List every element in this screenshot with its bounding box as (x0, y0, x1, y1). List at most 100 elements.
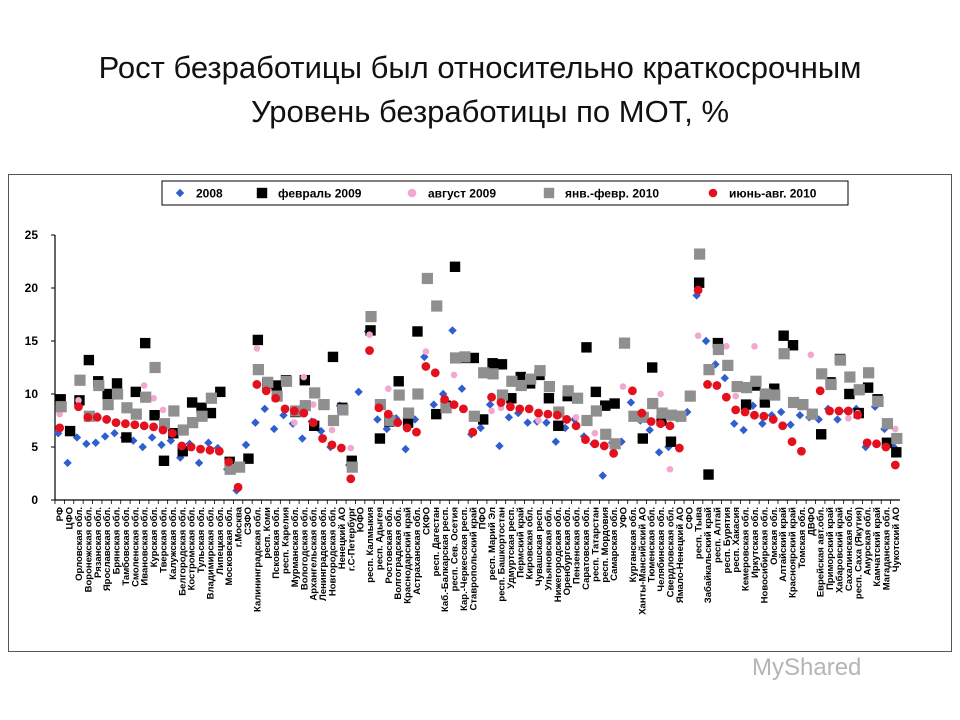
marker-2008 (786, 420, 795, 429)
marker-янв-февр-2010 (487, 368, 499, 380)
x-tick-label: Волгоградская обл. (393, 507, 404, 600)
marker-янв-февр-2010 (534, 365, 546, 377)
marker-июнь-авг-2010 (177, 441, 187, 451)
x-tick-label: Камчатский край (872, 507, 883, 587)
marker-август-2009 (572, 414, 580, 421)
legend-label: янв.-февр. 2010 (565, 187, 659, 201)
marker-июнь-авг-2010 (308, 418, 318, 428)
marker-август-2009 (366, 331, 373, 338)
x-tick-label: Пензенская обл. (572, 507, 583, 584)
marker-янв-февр-2010 (609, 438, 621, 450)
x-tick-label: СФО (684, 507, 695, 529)
marker-янв-февр-2010 (196, 410, 208, 422)
marker-янв-февр-2010 (656, 407, 668, 419)
marker-2008 (701, 336, 711, 346)
x-tick-label: Ненецкий АО (337, 507, 348, 569)
marker-февраль-2009 (64, 425, 76, 437)
x-tick-label: Томская обл. (797, 507, 808, 568)
x-tick-label: Нижегородская обл. (553, 507, 564, 602)
marker-янв-февр-2010 (393, 389, 405, 401)
marker-июнь-авг-2010 (318, 434, 327, 443)
marker-август-2009 (300, 373, 308, 381)
marker-2008 (269, 424, 279, 434)
marker-февраль-2009 (374, 433, 386, 444)
marker-февраль-2009 (646, 362, 658, 373)
x-tick-label: Пермский край (515, 507, 526, 578)
marker-июнь-авг-2010 (534, 408, 543, 418)
marker-февраль-2009 (130, 386, 142, 398)
marker-февраль-2009 (243, 453, 254, 464)
marker-август-2009 (807, 351, 815, 359)
marker-август-2009 (619, 383, 627, 390)
marker-февраль-2009 (693, 277, 705, 288)
marker-июнь-авг-2010 (571, 421, 581, 431)
marker-янв-февр-2010 (600, 428, 612, 440)
marker-янв-февр-2010 (365, 311, 377, 323)
x-tick-label: Приморский край (825, 507, 836, 590)
legend-box (161, 180, 849, 206)
x-tick-label: Липецкая обл. (215, 507, 226, 575)
marker-2008 (598, 471, 607, 480)
marker-июнь-авг-2010 (703, 380, 712, 389)
marker-февраль-2009 (83, 354, 95, 366)
marker-июнь-авг-2010 (111, 418, 121, 428)
marker-янв-февр-2010 (647, 397, 659, 410)
marker-янв-февр-2010 (562, 385, 574, 397)
marker-февраль-2009 (468, 352, 480, 364)
marker-2008 (147, 433, 157, 442)
y-tick-label: 10 (25, 387, 39, 401)
marker-июнь-авг-2010 (552, 410, 562, 420)
marker-февраль-2009 (815, 429, 827, 440)
legend-marker (708, 188, 718, 198)
x-tick-label: Мурманская обл. (290, 507, 301, 587)
marker-август-2009 (845, 415, 852, 422)
marker-июнь-авг-2010 (759, 411, 769, 421)
marker-июнь-авг-2010 (515, 404, 525, 414)
marker-янв-февр-2010 (581, 414, 593, 427)
marker-2008 (429, 400, 438, 409)
marker-янв-февр-2010 (252, 364, 264, 376)
x-tick-label: Кемеровская обл. (741, 507, 752, 591)
marker-2008 (166, 436, 176, 445)
marker-август-2009 (422, 348, 430, 355)
marker-июнь-авг-2010 (290, 406, 299, 416)
marker-янв-февр-2010 (346, 461, 358, 473)
marker-2008 (354, 387, 363, 397)
x-tick-label: Тульская обл. (196, 507, 207, 573)
marker-июнь-авг-2010 (271, 393, 281, 403)
x-tick-label: ЦФО (65, 507, 76, 529)
marker-февраль-2009 (487, 358, 498, 369)
marker-янв-февр-2010 (515, 379, 527, 392)
marker-2008 (739, 425, 748, 435)
watermark-text: MyShared (752, 654, 862, 681)
marker-февраль-2009 (637, 433, 649, 444)
marker-июнь-авг-2010 (815, 386, 825, 396)
marker-июнь-авг-2010 (825, 406, 834, 416)
marker-август-2009 (535, 417, 542, 424)
marker-август-2009 (751, 343, 758, 350)
marker-июнь-авг-2010 (346, 474, 356, 484)
marker-янв-февр-2010 (665, 409, 678, 421)
x-tick-label: СЗФО (243, 507, 254, 535)
x-tick-label: Свердловская обл. (665, 507, 676, 597)
marker-июнь-авг-2010 (562, 415, 572, 424)
marker-янв-февр-2010 (872, 395, 884, 408)
marker-2008 (617, 437, 626, 446)
marker-янв-февр-2010 (816, 368, 828, 380)
marker-июнь-авг-2010 (299, 408, 309, 418)
marker-2008 (551, 437, 561, 446)
marker-2008 (457, 384, 467, 393)
marker-июнь-авг-2010 (412, 427, 421, 437)
x-tick-label: Чувашская респ. (534, 507, 545, 586)
marker-янв-февр-2010 (590, 405, 602, 417)
marker-июнь-авг-2010 (797, 446, 806, 456)
marker-янв-февр-2010 (891, 432, 903, 445)
marker-февраль-2009 (891, 447, 902, 458)
marker-июнь-авг-2010 (543, 409, 553, 419)
marker-янв-февр-2010 (571, 392, 584, 404)
x-tick-label: Архангельская обл. (309, 507, 320, 601)
marker-февраль-2009 (553, 420, 564, 431)
marker-янв-февр-2010 (177, 424, 189, 436)
marker-июнь-авг-2010 (327, 440, 337, 450)
y-tick-label: 25 (25, 228, 39, 242)
